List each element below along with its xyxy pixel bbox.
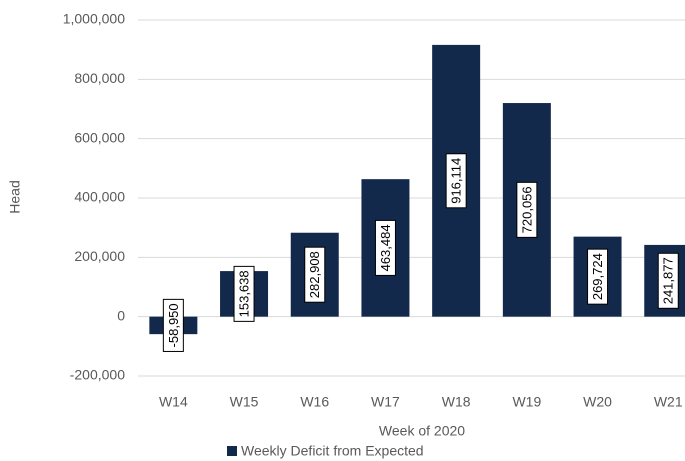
y-axis-label: Head bbox=[7, 180, 23, 213]
value-label-box bbox=[587, 248, 609, 305]
y-tick-label: -200,000 bbox=[70, 367, 125, 383]
value-label: 269,724 bbox=[590, 253, 605, 300]
value-label-group: -58,950 bbox=[162, 298, 184, 352]
value-label: 916,114 bbox=[449, 158, 464, 204]
value-label: 463,484 bbox=[378, 224, 393, 271]
x-tick-label: W14 bbox=[159, 394, 188, 410]
value-label: 720,056 bbox=[519, 186, 534, 233]
value-label-group: 269,724 bbox=[587, 248, 609, 305]
y-tick-label: 400,000 bbox=[74, 189, 125, 205]
y-tick-label: 200,000 bbox=[74, 248, 125, 264]
value-label-group: 282,908 bbox=[304, 246, 326, 303]
value-label-box bbox=[304, 246, 326, 303]
x-tick-label: W17 bbox=[371, 394, 400, 410]
value-label-group: 720,056 bbox=[516, 181, 538, 238]
value-label-group: 463,484 bbox=[374, 219, 396, 276]
x-tick-label: W15 bbox=[230, 394, 259, 410]
x-tick-label: W19 bbox=[512, 394, 541, 410]
x-tick-label: W18 bbox=[442, 394, 471, 410]
value-label-box bbox=[374, 219, 396, 276]
value-label-group: 241,877 bbox=[657, 252, 679, 309]
y-tick-label: 1,000,000 bbox=[63, 11, 125, 27]
value-label: 153,638 bbox=[236, 270, 251, 317]
legend-label: Weekly Deficit from Expected bbox=[241, 443, 424, 459]
x-tick-label: W20 bbox=[583, 394, 612, 410]
value-label-group: 153,638 bbox=[233, 265, 255, 322]
value-label: 241,877 bbox=[661, 257, 676, 304]
y-tick-label: 800,000 bbox=[74, 70, 125, 86]
x-tick-label: W21 bbox=[654, 394, 683, 410]
value-label-box bbox=[445, 153, 467, 209]
value-label-box bbox=[162, 298, 184, 352]
y-tick-label: 600,000 bbox=[74, 129, 125, 145]
x-axis-label: Week of 2020 bbox=[379, 423, 465, 439]
value-label: -58,950 bbox=[166, 303, 181, 347]
legend-swatch bbox=[227, 446, 237, 456]
y-tick-label: 0 bbox=[117, 307, 125, 323]
value-label-box bbox=[516, 181, 538, 238]
value-label-box bbox=[657, 252, 679, 309]
value-label-box bbox=[233, 265, 255, 322]
value-label: 282,908 bbox=[307, 251, 322, 298]
x-tick-label: W16 bbox=[300, 394, 329, 410]
value-label-group: 916,114 bbox=[445, 153, 467, 209]
